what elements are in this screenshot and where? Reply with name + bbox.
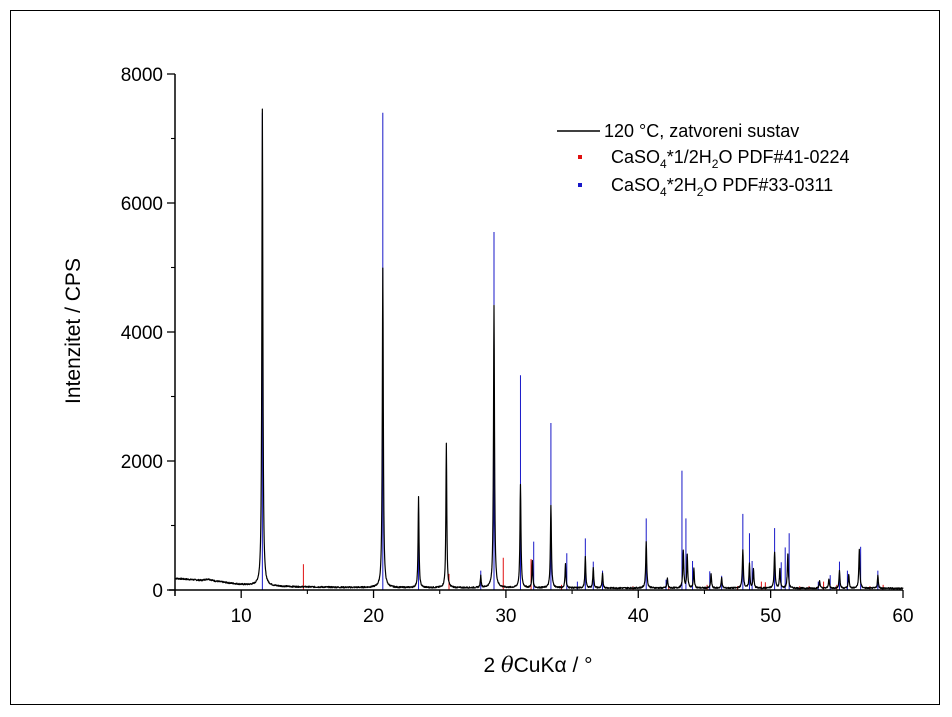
y-axis-title: Intenzitet / CPS <box>62 258 85 404</box>
x-tick-label: 40 <box>628 606 649 627</box>
x-axis-title-suffix: CuKα / ° <box>514 654 593 677</box>
x-axis-title: 2 θCuKα / ° <box>483 653 592 677</box>
legend: 120 °C, zatvoreni sustav CaSO4*1/2H2O PD… <box>557 121 850 199</box>
y-tick-label: 4000 <box>121 323 163 344</box>
y-tick-label: 2000 <box>121 452 163 473</box>
legend-swatch-dihydrate <box>578 183 582 187</box>
x-tick-label: 20 <box>363 606 384 627</box>
measured-pattern-line <box>174 108 904 590</box>
y-tick-label: 0 <box>152 581 163 602</box>
y-tick-label: 8000 <box>121 65 163 86</box>
y-tick-label: 6000 <box>121 194 163 215</box>
x-tick-label: 50 <box>760 606 781 627</box>
x-axis-title-prefix: 2 <box>483 654 501 677</box>
legend-label-dihydrate: CaSO4*2H2O PDF#33-0311 <box>611 175 833 199</box>
x-tick-label: 10 <box>231 606 252 627</box>
x-axis-title-theta: θ <box>501 653 514 677</box>
legend-label-hemihydrate: CaSO4*1/2H2O PDF#41-0224 <box>611 147 850 171</box>
x-tick-label: 60 <box>892 606 913 627</box>
legend-label-measured: 120 °C, zatvoreni sustav <box>604 121 799 141</box>
x-tick-label: 30 <box>495 606 516 627</box>
legend-swatch-hemihydrate <box>578 155 582 159</box>
